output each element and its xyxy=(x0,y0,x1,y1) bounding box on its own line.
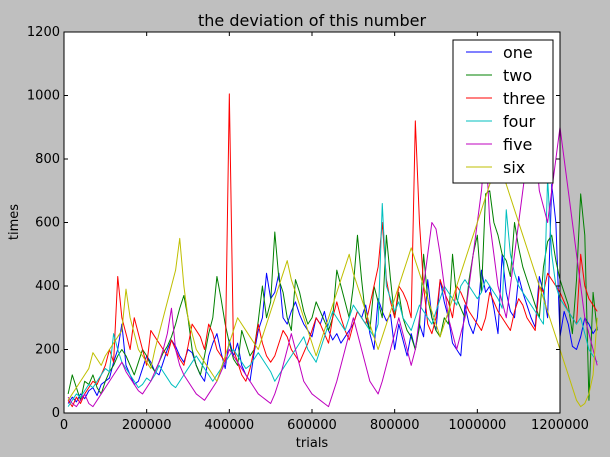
series-line-five xyxy=(67,126,598,408)
series-line-three xyxy=(67,93,598,408)
series-line-four xyxy=(67,177,598,407)
y-tick-label: 0 xyxy=(52,406,60,421)
y-ticks: 0 200 400 600 800 1000 1200 xyxy=(27,25,560,421)
legend-box xyxy=(452,39,554,184)
x-axis-title: trials xyxy=(296,436,329,451)
legend-label-one: one xyxy=(503,43,533,62)
y-tick-label: 400 xyxy=(35,279,60,294)
legend-label-three: three xyxy=(503,89,545,108)
series-layer xyxy=(67,93,598,408)
x-tick-label: 1000000 xyxy=(448,418,506,433)
y-tick-label: 800 xyxy=(35,152,60,167)
legend-label-two: two xyxy=(503,66,532,85)
x-ticks: 0 200000 400000 600000 800000 1000000 1200000 xyxy=(60,32,589,433)
y-tick-label: 200 xyxy=(35,343,60,358)
x-tick-label: 400000 xyxy=(205,418,255,433)
legend-label-five: five xyxy=(503,135,532,154)
x-tick-label: 1200000 xyxy=(531,418,589,433)
x-tick-label: 0 xyxy=(60,418,68,433)
x-tick-label: 600000 xyxy=(287,418,337,433)
series-line-six xyxy=(67,158,598,408)
legend-label-four: four xyxy=(503,112,536,131)
y-tick-label: 1200 xyxy=(27,25,60,40)
chart-title: the deviation of this number xyxy=(198,11,426,30)
x-tick-label: 800000 xyxy=(370,418,420,433)
legend-label-six: six xyxy=(503,158,525,177)
legend: one two three four five six xyxy=(452,39,554,184)
y-tick-label: 1000 xyxy=(27,89,60,104)
y-tick-label: 600 xyxy=(35,216,60,231)
x-tick-label: 200000 xyxy=(122,418,172,433)
y-axis-title: times xyxy=(7,204,22,240)
